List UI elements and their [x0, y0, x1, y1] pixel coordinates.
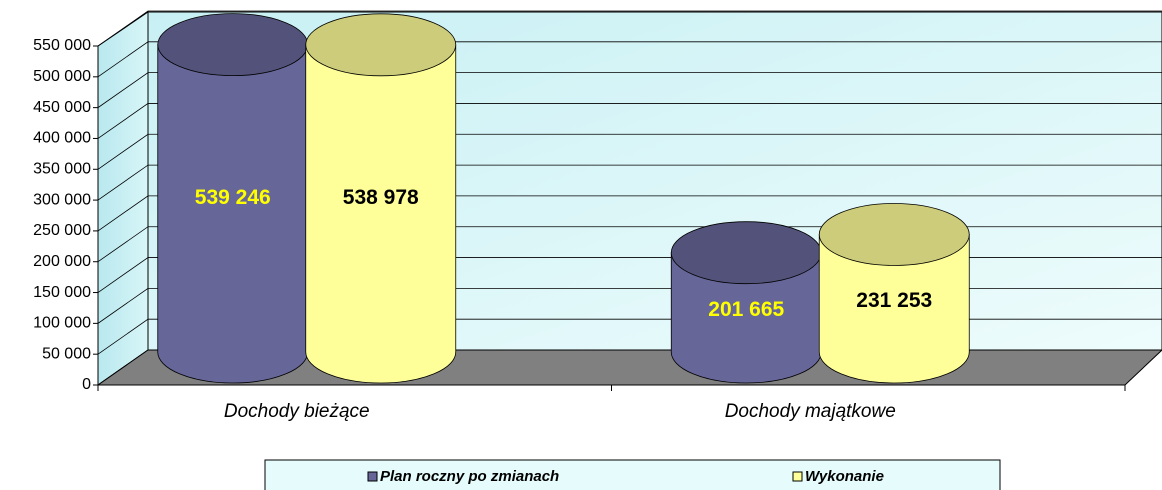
grid-line: [97, 103, 1162, 139]
cylinder-top: [157, 13, 309, 77]
value-label: 231 253: [856, 289, 932, 312]
grid-line: [97, 72, 1162, 108]
grid-line: [97, 195, 1162, 232]
cylinder-body: [305, 44, 457, 384]
y-tick-label: 100 000: [33, 315, 91, 332]
legend-box: [264, 459, 1001, 490]
y-tick-label: 550 000: [33, 37, 91, 54]
y-tick-label: 50 000: [42, 345, 91, 362]
cylinder-body: [818, 234, 970, 384]
cylinder-top: [670, 221, 822, 285]
cylinder-top: [818, 203, 970, 266]
cylinder-body: [157, 44, 309, 384]
grid-line: [97, 164, 1162, 201]
cylinder-top: [305, 13, 457, 77]
value-label: 539 246: [195, 186, 271, 209]
cylinder-body: [670, 252, 822, 384]
y-tick-label: 400 000: [33, 130, 91, 147]
x-tick-label: Dochody bieżące: [224, 401, 370, 422]
legend-label: Plan roczny po zmianach: [380, 468, 559, 485]
grid-line: [97, 10, 1162, 47]
legend-label: Wykonanie: [805, 468, 884, 485]
x-tick-label: Dochody majątkowe: [725, 401, 896, 422]
legend: Plan roczny po zmianach Wykonanie: [264, 459, 1001, 490]
grid-line: [97, 133, 1162, 170]
y-tick-label: 0: [82, 376, 91, 393]
y-tick-label: 200 000: [33, 253, 91, 270]
y-tick-label: 450 000: [33, 99, 91, 116]
grid-line: [97, 41, 1162, 78]
y-tick-label: 250 000: [33, 222, 91, 239]
y-tick-label: 150 000: [33, 284, 91, 301]
y-tick-label: 300 000: [33, 191, 91, 208]
value-label: 538 978: [343, 186, 419, 209]
legend-swatch: [792, 471, 803, 482]
value-label: 201 665: [708, 298, 784, 321]
legend-swatch: [367, 471, 378, 482]
y-tick-label: 350 000: [33, 160, 91, 177]
side-wall: [97, 11, 149, 386]
y-tick-label: 500 000: [33, 68, 91, 85]
